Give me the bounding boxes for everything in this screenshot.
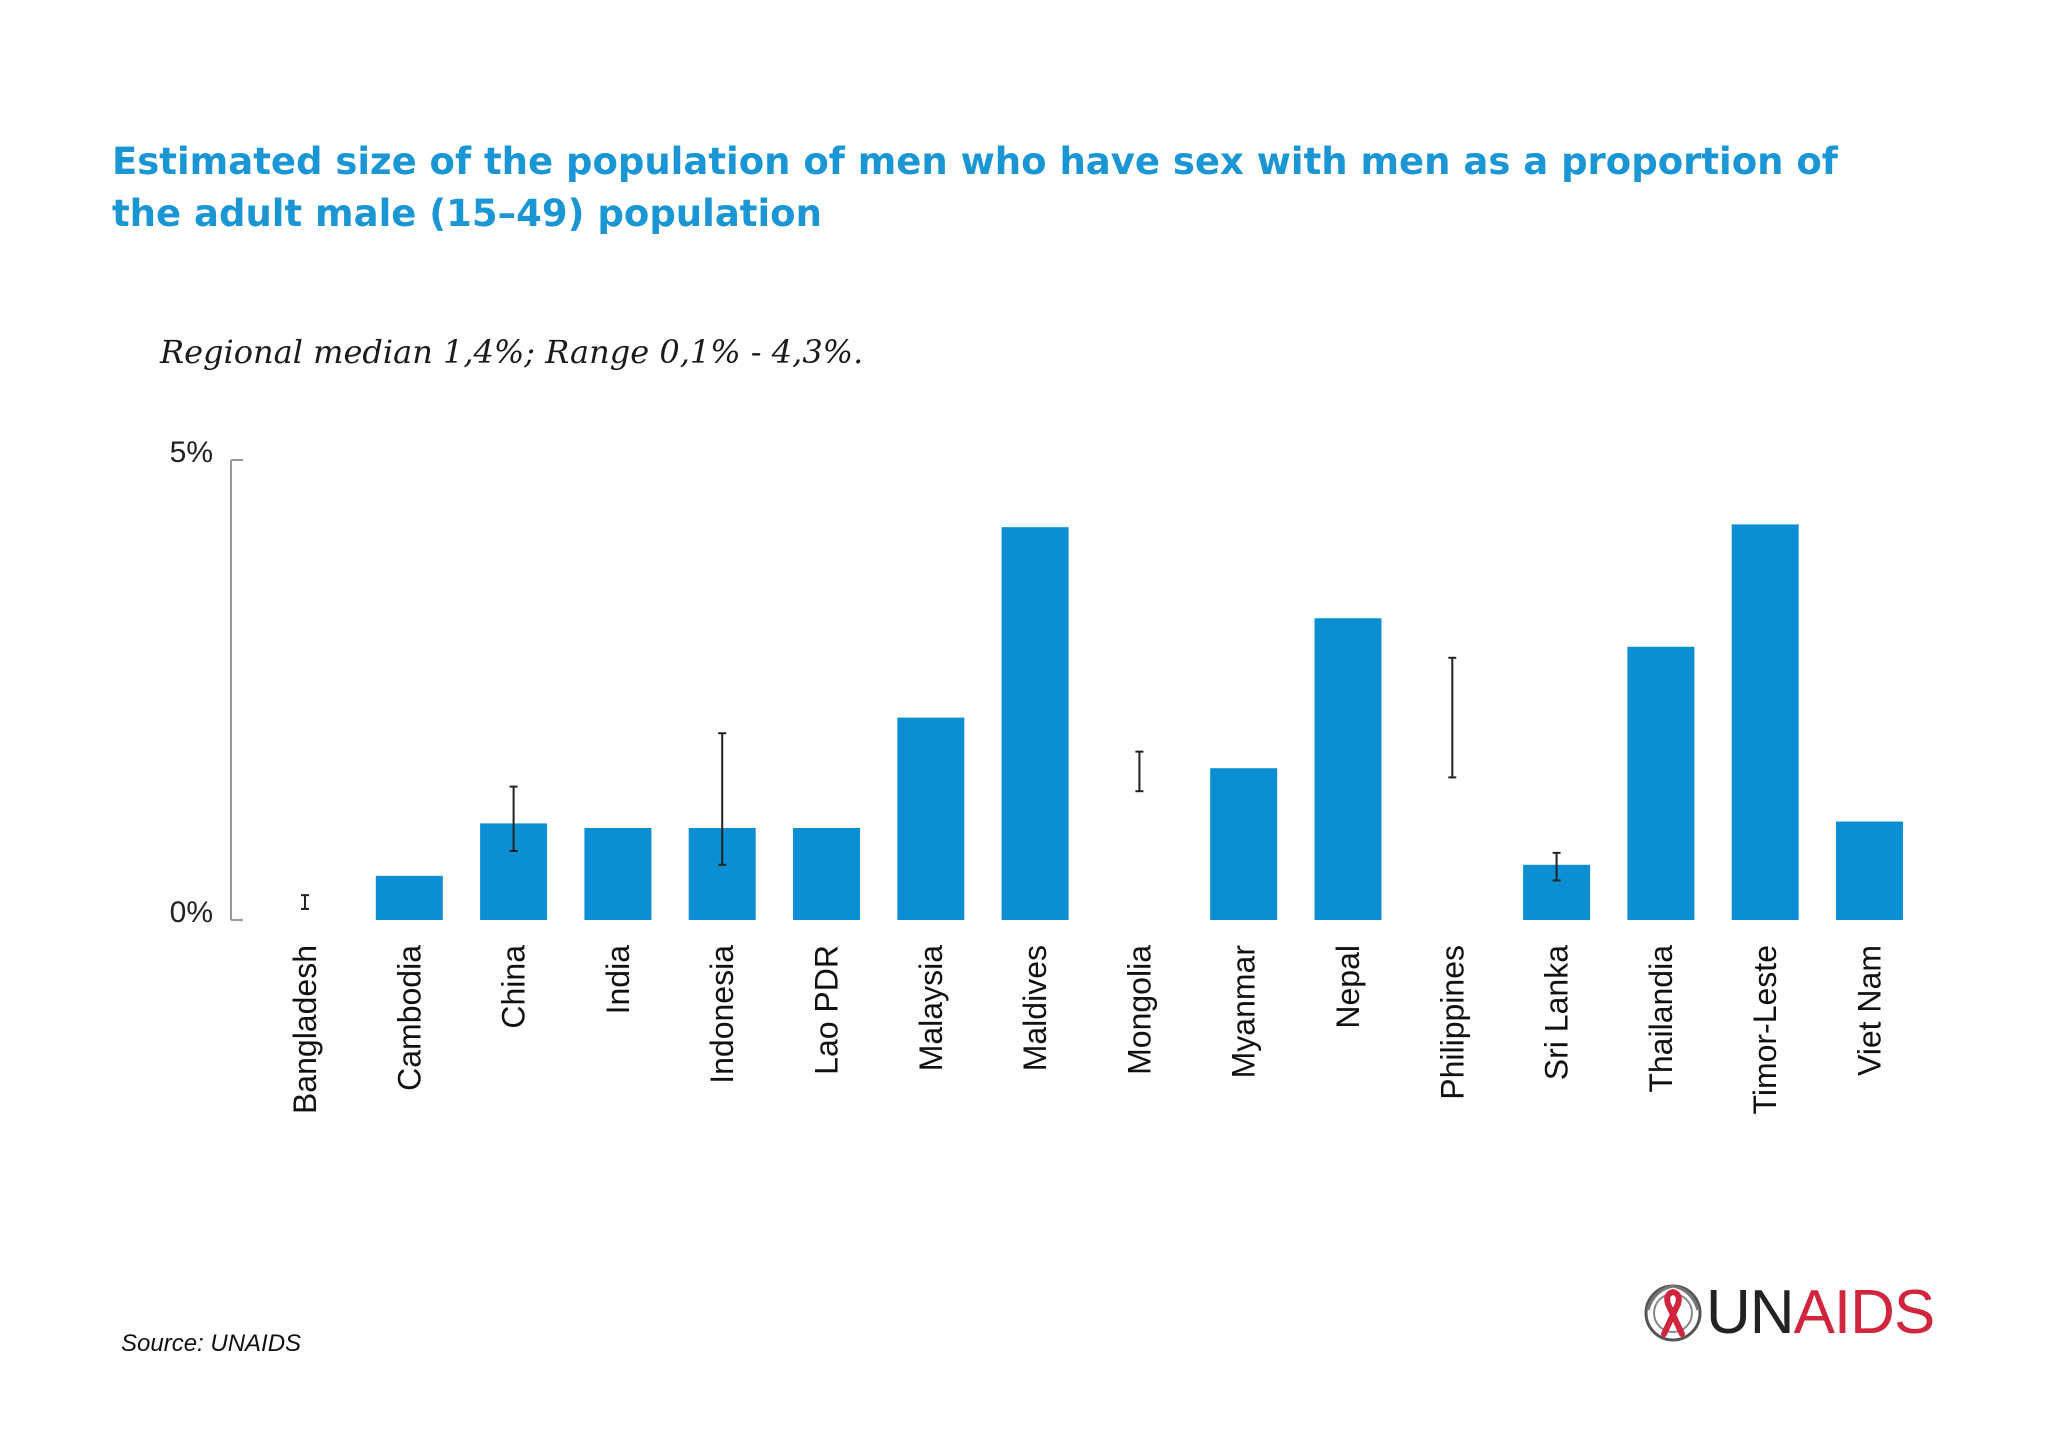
category-label: Cambodia xyxy=(391,945,427,1091)
y-tick-label: 5% xyxy=(170,436,213,469)
category-label: Philippines xyxy=(1434,945,1470,1100)
source-note: Source: UNAIDS xyxy=(121,1330,302,1357)
category-label: India xyxy=(600,945,636,1015)
bar-nepal xyxy=(1314,618,1382,920)
bar-malaysia xyxy=(897,717,965,920)
category-label: Viet Nam xyxy=(1852,945,1888,1076)
logo-text-un: UN xyxy=(1706,1278,1795,1347)
logo-text-aids: AIDS xyxy=(1793,1278,1936,1347)
category-label: Indonesia xyxy=(704,945,740,1084)
category-label: Sri Lanka xyxy=(1539,945,1575,1080)
category-label: Mongolia xyxy=(1121,945,1157,1075)
error-bar xyxy=(718,732,727,866)
bar-maldives xyxy=(1001,527,1069,920)
category-label: Myanmar xyxy=(1226,945,1262,1079)
bar-lao-pdr xyxy=(793,828,860,920)
category-label: Timor-Leste xyxy=(1747,945,1783,1115)
y-tick-label: 0% xyxy=(170,896,213,929)
chart-error-bars xyxy=(301,656,1561,910)
bar-thailandia xyxy=(1627,646,1695,920)
unaids-ribbon-emblem-icon xyxy=(1644,1284,1702,1342)
chart-category-labels: Bangladesh Cambodia China India Indonesia Lao… xyxy=(287,945,1888,1115)
chart-axes: 5% 0% xyxy=(170,436,243,929)
chart-title: Estimated size of the population of men … xyxy=(112,140,1838,235)
bar-cambodia xyxy=(375,875,443,920)
error-bar xyxy=(1552,851,1561,882)
error-bar xyxy=(1448,656,1457,779)
error-bar xyxy=(509,785,518,852)
bar-india xyxy=(584,828,652,920)
category-label: Bangladesh xyxy=(287,945,323,1114)
category-label: China xyxy=(496,945,532,1029)
category-label: Malaysia xyxy=(913,945,949,1071)
unaids-logo: UNAIDS xyxy=(1640,1278,1936,1348)
error-bar xyxy=(301,894,309,910)
category-label: Lao PDR xyxy=(809,945,845,1075)
category-label: Thailandia xyxy=(1643,945,1679,1093)
bar-viet-nam xyxy=(1836,821,1903,920)
category-label: Nepal xyxy=(1330,945,1366,1029)
chart-bars xyxy=(375,524,1903,920)
category-label: Maldives xyxy=(1017,945,1053,1071)
chart-subtitle: Regional median 1,4%; Range 0,1% - 4,3%. xyxy=(160,333,864,371)
bar-timor-leste xyxy=(1731,524,1799,920)
bar-myanmar xyxy=(1210,768,1278,920)
error-bar xyxy=(1135,750,1144,793)
